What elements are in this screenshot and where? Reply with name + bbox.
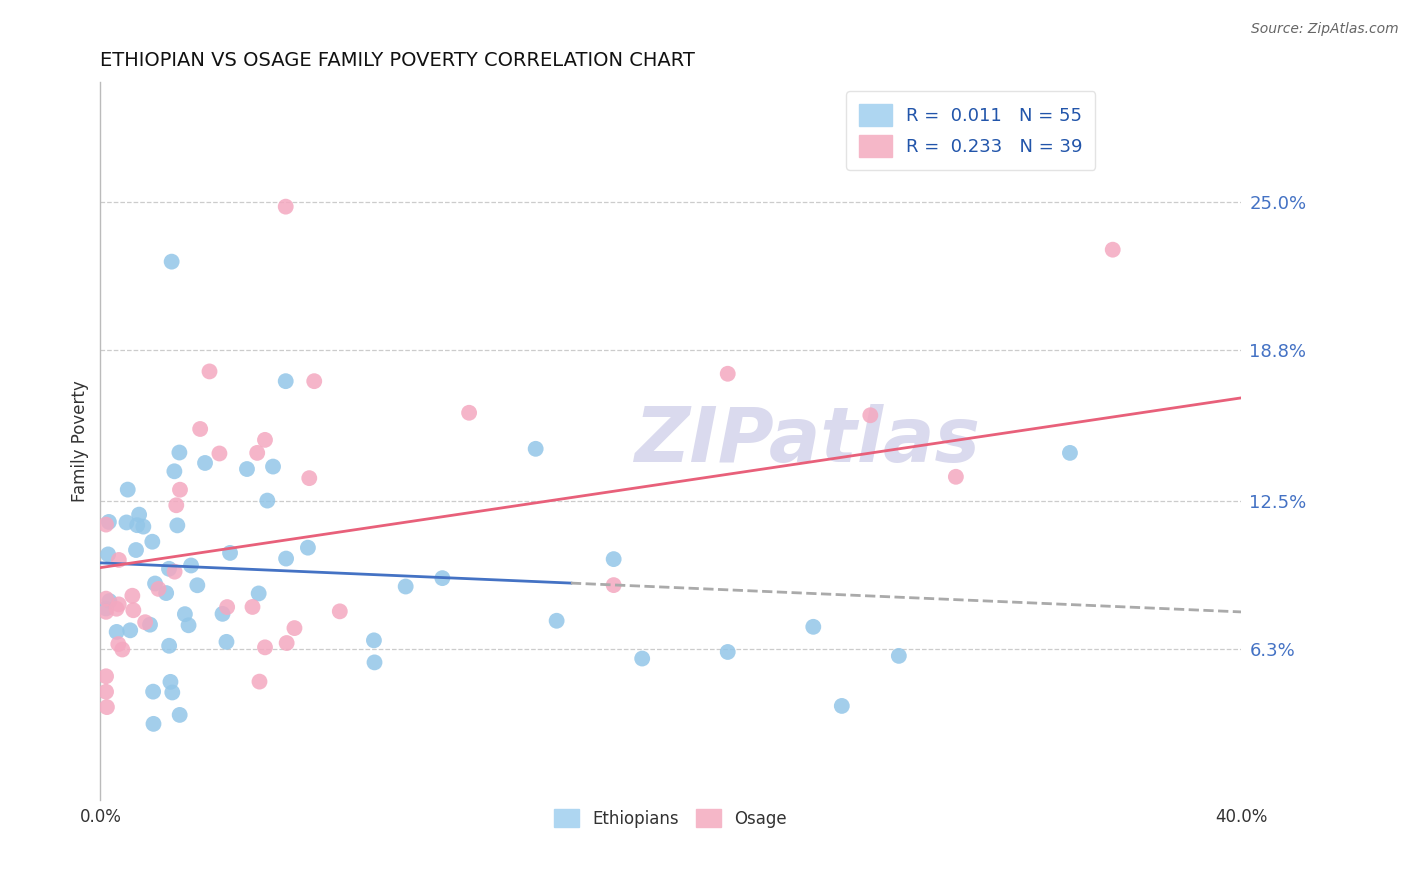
Point — [1101, 243, 1123, 257]
Point — [219, 546, 242, 560]
Point — [283, 621, 305, 635]
Point — [246, 446, 269, 460]
Point — [98, 594, 121, 608]
Point — [155, 586, 177, 600]
Point — [945, 470, 967, 484]
Point — [107, 637, 129, 651]
Point — [157, 639, 180, 653]
Point — [186, 578, 208, 592]
Point — [215, 635, 238, 649]
Point — [524, 442, 547, 456]
Point — [94, 685, 117, 699]
Point — [298, 471, 321, 485]
Y-axis label: Family Poverty: Family Poverty — [72, 380, 89, 502]
Point — [134, 615, 156, 630]
Point — [831, 698, 853, 713]
Point — [94, 605, 117, 619]
Point — [887, 648, 910, 663]
Point — [253, 640, 276, 655]
Point — [208, 446, 231, 460]
Point — [177, 618, 200, 632]
Point — [160, 254, 183, 268]
Point — [717, 367, 740, 381]
Point — [117, 483, 139, 497]
Point — [211, 607, 233, 621]
Point — [125, 543, 148, 558]
Point — [127, 518, 149, 533]
Point — [198, 364, 221, 378]
Text: ZIPatlas: ZIPatlas — [634, 404, 980, 478]
Point — [97, 548, 120, 562]
Point — [194, 456, 217, 470]
Point — [165, 498, 187, 512]
Point — [247, 586, 270, 600]
Text: Source: ZipAtlas.com: Source: ZipAtlas.com — [1251, 22, 1399, 37]
Point — [166, 518, 188, 533]
Point — [108, 553, 131, 567]
Point — [274, 551, 297, 566]
Point — [159, 674, 181, 689]
Point — [801, 620, 824, 634]
Point — [276, 636, 298, 650]
Point — [242, 599, 264, 614]
Legend: Ethiopians, Osage: Ethiopians, Osage — [548, 802, 793, 834]
Point — [111, 642, 134, 657]
Point — [94, 669, 117, 683]
Point — [395, 580, 418, 594]
Point — [105, 601, 128, 615]
Point — [94, 517, 117, 532]
Point — [546, 614, 568, 628]
Point — [631, 651, 654, 665]
Point — [169, 445, 191, 459]
Point — [363, 633, 385, 648]
Point — [121, 589, 143, 603]
Point — [602, 578, 624, 592]
Point — [297, 541, 319, 555]
Point — [274, 200, 297, 214]
Point — [148, 582, 170, 596]
Point — [174, 607, 197, 622]
Point — [157, 562, 180, 576]
Point — [274, 374, 297, 388]
Point — [432, 571, 454, 585]
Point — [717, 645, 740, 659]
Point — [162, 685, 184, 699]
Point — [128, 508, 150, 522]
Point — [180, 558, 202, 573]
Point — [94, 601, 117, 615]
Point — [188, 422, 211, 436]
Point — [249, 674, 271, 689]
Point — [115, 516, 138, 530]
Point — [458, 406, 481, 420]
Point — [107, 598, 129, 612]
Point — [236, 462, 259, 476]
Point — [132, 519, 155, 533]
Point — [142, 717, 165, 731]
Point — [302, 374, 325, 388]
Point — [217, 600, 239, 615]
Point — [96, 700, 118, 714]
Point — [859, 409, 882, 423]
Point — [120, 624, 142, 638]
Point — [253, 433, 276, 447]
Point — [163, 464, 186, 478]
Point — [141, 534, 163, 549]
Point — [139, 617, 162, 632]
Point — [169, 707, 191, 722]
Point — [142, 684, 165, 698]
Point — [1059, 446, 1081, 460]
Point — [169, 483, 191, 497]
Point — [97, 515, 120, 529]
Point — [105, 624, 128, 639]
Point — [122, 603, 145, 617]
Point — [163, 565, 186, 579]
Point — [94, 591, 117, 606]
Point — [256, 493, 278, 508]
Point — [363, 656, 385, 670]
Text: ETHIOPIAN VS OSAGE FAMILY POVERTY CORRELATION CHART: ETHIOPIAN VS OSAGE FAMILY POVERTY CORREL… — [100, 51, 695, 70]
Point — [143, 576, 166, 591]
Point — [329, 604, 352, 618]
Point — [262, 459, 284, 474]
Point — [602, 552, 624, 566]
